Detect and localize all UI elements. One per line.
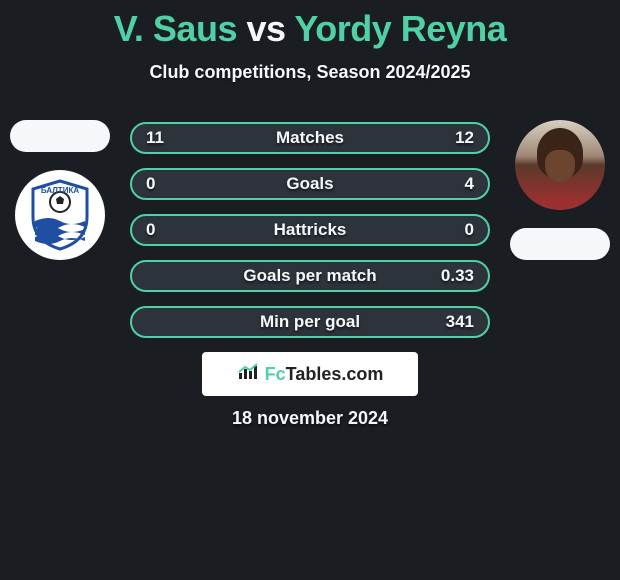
vs-separator: vs	[246, 8, 285, 49]
stat-right-value: 4	[465, 174, 474, 194]
stat-right-value: 0.33	[441, 266, 474, 286]
shield-icon: БАЛТИКА	[29, 179, 91, 251]
stat-left-value: 0	[146, 174, 155, 194]
page-title: V. Saus vs Yordy Reyna	[0, 0, 620, 50]
stat-row: 0 Hattricks 0	[130, 214, 490, 246]
stat-row: Min per goal 341	[130, 306, 490, 338]
stat-right-value: 0	[465, 220, 474, 240]
left-flag-pill	[10, 120, 110, 152]
brand-suffix: Tables.com	[286, 364, 384, 384]
stat-label: Goals	[286, 174, 333, 194]
date-text: 18 november 2024	[0, 408, 620, 429]
subtitle: Club competitions, Season 2024/2025	[0, 62, 620, 83]
stat-left-value: 0	[146, 220, 155, 240]
chart-icon	[237, 363, 259, 386]
stat-label: Matches	[276, 128, 344, 148]
stat-right-value: 341	[446, 312, 474, 332]
stats-table: 11 Matches 12 0 Goals 4 0 Hattricks 0 Go…	[130, 122, 490, 352]
stat-label: Min per goal	[260, 312, 360, 332]
brand-text: FcTables.com	[265, 364, 384, 385]
left-player-column: БАЛТИКА	[10, 120, 110, 260]
brand-prefix: Fc	[265, 364, 286, 384]
stat-row: 11 Matches 12	[130, 122, 490, 154]
player1-name: V. Saus	[114, 8, 237, 49]
stat-row: Goals per match 0.33	[130, 260, 490, 292]
brand-box[interactable]: FcTables.com	[202, 352, 418, 396]
stat-label: Hattricks	[274, 220, 347, 240]
right-player-avatar	[515, 120, 605, 210]
right-player-column	[510, 120, 610, 260]
stat-right-value: 12	[455, 128, 474, 148]
right-flag-pill	[510, 228, 610, 260]
left-club-badge: БАЛТИКА	[15, 170, 105, 260]
stat-label: Goals per match	[243, 266, 376, 286]
stat-row: 0 Goals 4	[130, 168, 490, 200]
stat-left-value: 11	[146, 128, 164, 148]
player2-name: Yordy Reyna	[294, 8, 506, 49]
svg-text:БАЛТИКА: БАЛТИКА	[41, 186, 79, 195]
